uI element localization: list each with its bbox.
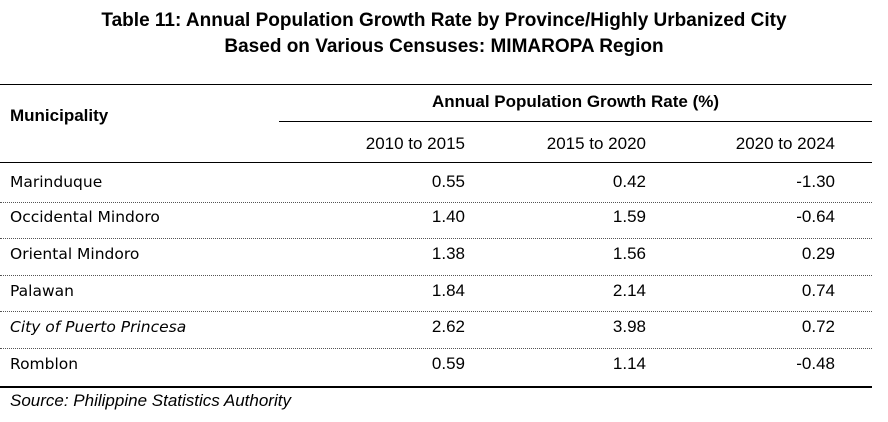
row-value-2020-2024: -1.30 (796, 172, 835, 191)
row-name: City of Puerto Princesa (10, 318, 187, 336)
group-header-rule (279, 121, 872, 122)
row-value-2015-2020: 1.14 (612, 354, 646, 373)
row-value-2015-2020: 1.59 (612, 207, 646, 226)
row-name: Occidental Mindoro (10, 208, 160, 226)
row-value-2015-2020: 2.14 (612, 281, 646, 300)
row-value-2020-2024: 0.72 (801, 317, 835, 336)
title-line-1: Table 11: Annual Population Growth Rate … (101, 10, 787, 31)
source-note: Source: Philippine Statistics Authority (10, 391, 291, 410)
row-value-2015-2020: 0.42 (612, 172, 646, 191)
row-value-2010-2015: 0.55 (431, 172, 465, 191)
row-value-2020-2024: 0.29 (801, 244, 835, 263)
row-value-2015-2020: 1.56 (612, 244, 646, 263)
row-value-2020-2024: -0.48 (796, 354, 835, 373)
period-header-3: 2020 to 2024 (735, 134, 835, 153)
row-separator (0, 202, 872, 203)
row-separator (0, 238, 872, 239)
row-value-2010-2015: 1.84 (431, 281, 465, 300)
row-separator (0, 311, 872, 312)
row-separator (0, 348, 872, 349)
row-value-2010-2015: 2.62 (431, 317, 465, 336)
title-line-2: Based on Various Censuses: MIMAROPA Regi… (224, 36, 664, 57)
period-header-2: 2015 to 2020 (546, 134, 646, 153)
bottom-rule (0, 386, 872, 388)
municipality-header: Municipality (10, 106, 109, 125)
row-value-2015-2020: 3.98 (612, 317, 646, 336)
period-header-1: 2010 to 2015 (365, 134, 465, 153)
row-name: Palawan (10, 282, 74, 300)
row-value-2020-2024: 0.74 (801, 281, 835, 300)
row-value-2010-2015: 1.38 (431, 244, 465, 263)
row-name: Oriental Mindoro (10, 245, 140, 263)
row-separator (0, 275, 872, 276)
row-value-2010-2015: 1.40 (431, 207, 465, 226)
table-title: Table 11: Annual Population Growth Rate … (0, 8, 888, 60)
row-name: Marinduque (10, 173, 103, 191)
row-value-2010-2015: 0.59 (431, 354, 465, 373)
top-rule (0, 84, 872, 85)
row-value-2020-2024: -0.64 (796, 207, 835, 226)
row-name: Romblon (10, 355, 79, 373)
growth-rate-group-header: Annual Population Growth Rate (%) (431, 92, 720, 111)
header-bottom-rule (0, 162, 872, 163)
